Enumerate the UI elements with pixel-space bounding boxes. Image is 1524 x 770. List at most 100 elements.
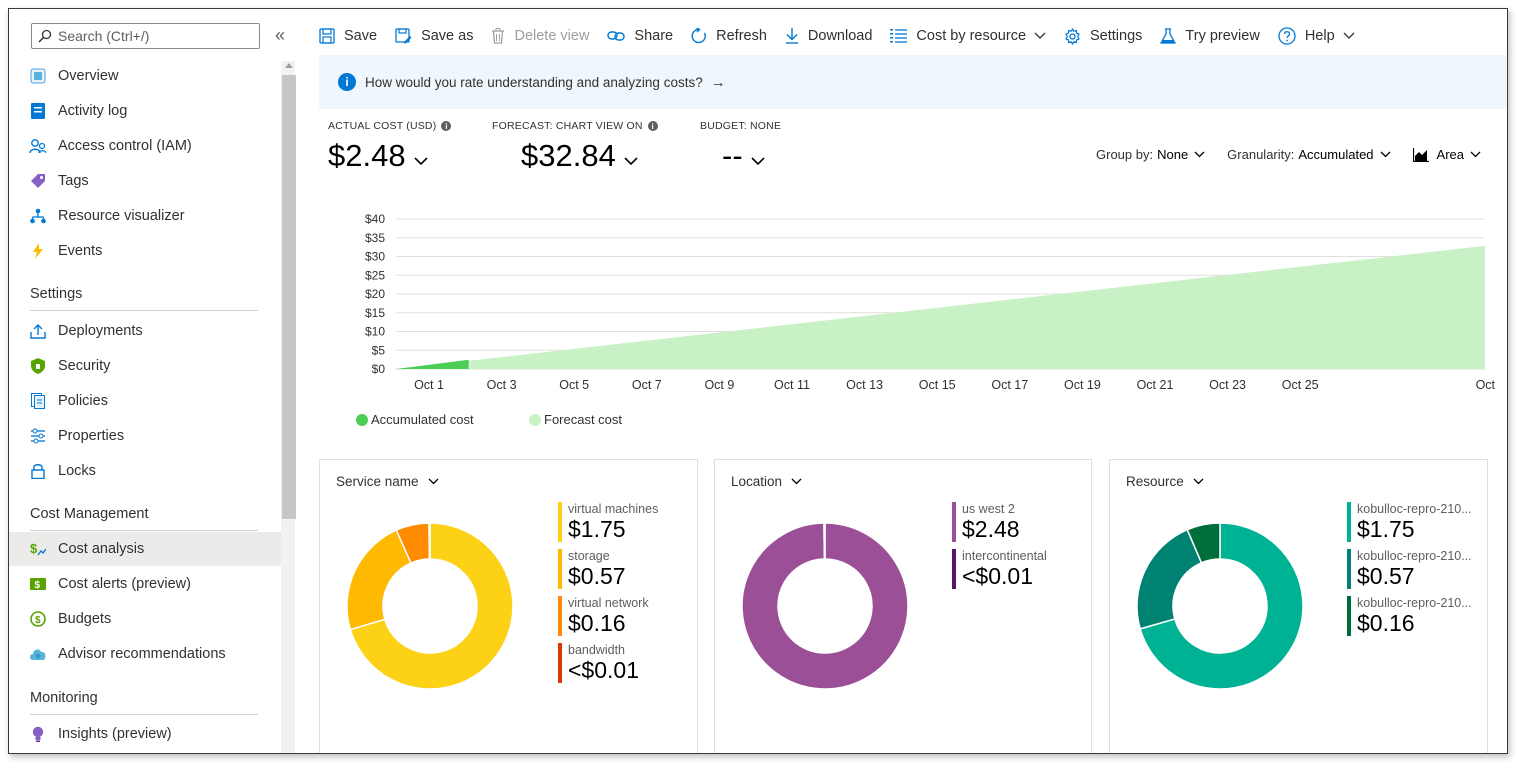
x-tick-label: Oct 21 [1137, 378, 1174, 392]
service-donut-chart[interactable] [346, 522, 514, 690]
legend-bar [1347, 549, 1351, 589]
section-heading-monitoring: Monitoring [30, 690, 258, 715]
chart-type-dropdown[interactable]: Area [1412, 147, 1481, 162]
chart-controls: Group by: None Granularity: Accumulated Ar… [1074, 147, 1481, 162]
sidebar-item-insights[interactable]: Insights (preview) [9, 717, 281, 751]
legend-item[interactable]: virtual network $0.16 [558, 596, 698, 643]
resource-donut-chart[interactable] [1136, 522, 1304, 690]
sidebar-item-activity-log[interactable]: Activity log [9, 94, 281, 128]
people-icon [29, 137, 47, 155]
kpi-budget[interactable]: BUDGET: NONE -- [700, 120, 781, 174]
delete-view-button[interactable]: Delete view [491, 28, 589, 44]
kpi-actual-cost[interactable]: ACTUAL COST (USD) i $2.48 [328, 120, 452, 174]
card-title: Location [731, 474, 783, 489]
sidebar-item-budgets[interactable]: $ Budgets [9, 602, 281, 636]
donut-slice[interactable] [346, 529, 412, 631]
sidebar-item-label: Events [58, 243, 103, 259]
sidebar-scroll-thumb[interactable] [282, 75, 296, 519]
sidebar-item-cost-analysis[interactable]: $ Cost analysis [9, 532, 281, 566]
granularity-dropdown[interactable]: Granularity: Accumulated [1227, 147, 1390, 162]
try-preview-button[interactable]: Try preview [1160, 27, 1260, 45]
legend-label: kobulloc-repro-210... [1357, 502, 1472, 516]
legend-item[interactable]: kobulloc-repro-210... $0.57 [1347, 549, 1487, 596]
service-name-dropdown[interactable]: Service name [336, 474, 439, 489]
legend-bar [952, 502, 956, 542]
feedback-banner[interactable]: i How would you rate understanding and a… [319, 55, 1507, 109]
donut-slice[interactable] [428, 522, 431, 560]
cost-area-chart[interactable]: $0 $5 $10 $15 $20 $25 $30 $35 $40 Oct 1 Oct 3 Oct 5… [319, 199, 1499, 399]
cost-by-resource-label: Cost by resource [916, 28, 1027, 44]
legend-item[interactable]: virtual machines $1.75 [558, 502, 698, 549]
sidebar-item-cost-alerts[interactable]: $ Cost alerts (preview) [9, 567, 281, 601]
donut-slice[interactable] [349, 522, 514, 690]
legend-item[interactable]: bandwidth <$0.01 [558, 643, 698, 690]
legend-bar [1347, 502, 1351, 542]
banner-text: How would you rate understanding and ana… [365, 74, 703, 90]
kpi-value: $2.48 [328, 138, 406, 173]
download-button[interactable]: Download [785, 28, 872, 44]
legend-bar [558, 502, 562, 542]
info-icon[interactable]: i [647, 121, 658, 131]
sidebar-item-policies[interactable]: Policies [9, 384, 281, 418]
sidebar-item-locks[interactable]: Locks [9, 454, 281, 488]
sidebar-item-label: Policies [58, 393, 108, 409]
refresh-button[interactable]: Refresh [691, 28, 767, 44]
share-button[interactable]: Share [607, 28, 673, 44]
legend-swatch [529, 413, 541, 426]
legend-item[interactable]: us west 2 $2.48 [952, 502, 1092, 549]
location-donut-chart[interactable] [741, 522, 909, 690]
x-tick-label: Oct 25 [1282, 378, 1319, 392]
legend-item[interactable]: kobulloc-repro-210... $0.16 [1347, 596, 1487, 643]
donut-slice[interactable] [1136, 528, 1203, 630]
sidebar-item-advisor-recommendations[interactable]: Advisor recommendations [9, 637, 281, 671]
location-dropdown[interactable]: Location [731, 474, 802, 489]
kpi-forecast[interactable]: FORECAST: CHART VIEW ON i $32.84 [492, 120, 658, 174]
budget-icon: $ [29, 610, 47, 628]
resource-dropdown[interactable]: Resource [1126, 474, 1204, 489]
legend-item[interactable]: kobulloc-repro-210... $1.75 [1347, 502, 1487, 549]
sidebar-item-tags[interactable]: Tags [9, 164, 281, 198]
sidebar-item-properties[interactable]: Properties [9, 419, 281, 453]
granularity-value: Accumulated [1298, 147, 1374, 162]
group-by-label: Group by: [1096, 147, 1154, 162]
svg-text:$: $ [35, 580, 41, 591]
donut-slice[interactable] [1186, 522, 1221, 564]
settings-button[interactable]: Settings [1064, 27, 1142, 45]
group-by-dropdown[interactable]: Group by: None [1096, 147, 1205, 162]
lightbulb-icon [29, 725, 47, 743]
chevron-down-icon [624, 156, 638, 165]
sidebar-item-access-control[interactable]: Access control (IAM) [9, 129, 281, 163]
legend-item[interactable]: intercontinental <$0.01 [952, 549, 1092, 596]
sidebar-item-label: Budgets [58, 611, 112, 627]
save-as-button[interactable]: Save as [395, 28, 473, 44]
search-input[interactable]: Search (Ctrl+/) [31, 23, 260, 49]
cost-by-resource-dropdown[interactable]: Cost by resource [890, 28, 1046, 44]
legend-forecast[interactable]: Forecast cost [529, 412, 622, 427]
sidebar-item-deployments[interactable]: Deployments [9, 314, 281, 348]
donut-slice[interactable] [823, 522, 826, 560]
x-tick-label: Oct 15 [919, 378, 956, 392]
list-view-icon [890, 29, 908, 43]
sidebar-item-security[interactable]: Security [9, 349, 281, 383]
legend-accumulated[interactable]: Accumulated cost [356, 412, 474, 427]
legend-amount: $0.57 [1357, 563, 1415, 589]
group-by-value: None [1157, 147, 1189, 162]
sidebar-item-events[interactable]: Events [9, 234, 281, 268]
legend-item[interactable]: storage $0.57 [558, 549, 698, 596]
info-icon[interactable]: i [441, 121, 452, 131]
donut-slice[interactable] [741, 522, 909, 690]
cost-alert-icon: $ [29, 575, 47, 593]
donut-slice[interactable] [1139, 522, 1304, 690]
sidebar-item-resource-visualizer[interactable]: Resource visualizer [9, 199, 281, 233]
help-button[interactable]: Help [1278, 27, 1355, 45]
info-icon: i [338, 73, 356, 91]
scroll-up-icon[interactable] [285, 63, 293, 68]
sidebar-item-label: Tags [58, 173, 89, 189]
y-tick-label: $10 [365, 325, 385, 339]
sidebar-item-label: Overview [58, 68, 119, 84]
delete-view-label: Delete view [514, 28, 590, 44]
save-button[interactable]: Save [319, 28, 377, 44]
sidebar-item-overview[interactable]: Overview [9, 59, 281, 93]
y-tick-label: $20 [365, 287, 385, 301]
collapse-sidebar-button[interactable]: « [275, 25, 286, 45]
